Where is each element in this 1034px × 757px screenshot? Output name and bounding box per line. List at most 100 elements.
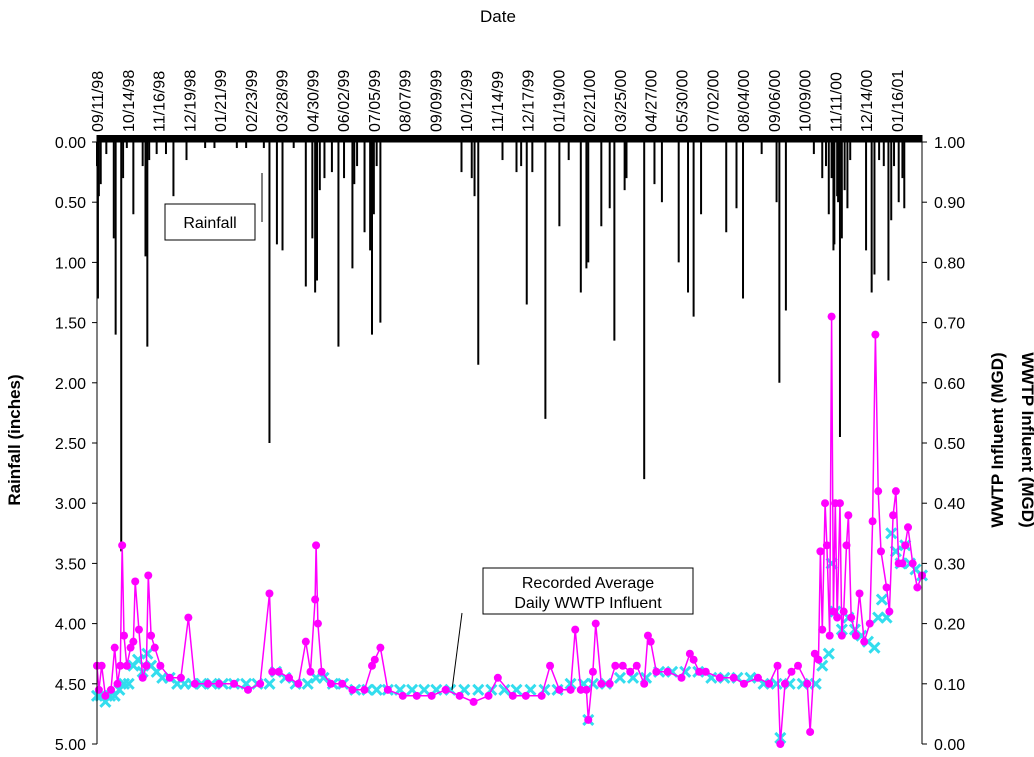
- influent-point: [729, 673, 738, 682]
- model-marker: [586, 677, 599, 690]
- influent-point: [493, 673, 502, 682]
- influent-point: [715, 673, 724, 682]
- influent-point: [904, 523, 913, 532]
- influent-point: [753, 673, 762, 682]
- right-axis-tick-label: 0.00: [934, 737, 965, 754]
- influent-point: [597, 679, 606, 688]
- influent-point: [370, 655, 379, 664]
- influent-point: [588, 667, 597, 676]
- influent-point: [94, 685, 103, 694]
- influent-point: [829, 607, 838, 616]
- influent-point: [860, 637, 869, 646]
- influent-point: [582, 685, 591, 694]
- model-marker-stroke: [705, 671, 718, 684]
- influent-point: [113, 679, 122, 688]
- x-axis-tick-label: 02/21/00: [582, 70, 599, 132]
- model-marker-stroke: [816, 659, 829, 672]
- influent-point: [215, 679, 224, 688]
- x-axis-tick-label: 03/25/00: [613, 70, 630, 132]
- influent-point: [794, 661, 803, 670]
- influent-point: [816, 547, 825, 556]
- influent-point: [889, 511, 898, 520]
- influent-point: [689, 655, 698, 664]
- influent-point: [184, 613, 193, 622]
- influent-point: [885, 607, 894, 616]
- influent-point: [147, 631, 156, 640]
- influent-point: [110, 643, 119, 652]
- model-marker-stroke: [757, 677, 770, 690]
- influent-point: [643, 631, 652, 640]
- model-marker-stroke: [317, 671, 330, 684]
- influent-point: [398, 691, 407, 700]
- influent-point: [312, 541, 321, 550]
- influent-point: [508, 691, 517, 700]
- x-axis-tick-label: 06/02/99: [336, 70, 353, 132]
- influent-point: [326, 679, 335, 688]
- influent-point: [821, 499, 830, 508]
- influent-point: [663, 667, 672, 676]
- influent-point: [150, 643, 159, 652]
- x-axis-tick-label: 09/06/00: [767, 70, 784, 132]
- model-marker-series: [90, 527, 929, 745]
- influent-point: [118, 541, 127, 550]
- influent-annotation: Recorded Average Daily WWTP Influent: [451, 567, 694, 691]
- model-marker-stroke: [301, 677, 314, 690]
- x-axis-tick-label: 08/07/99: [398, 70, 415, 132]
- axes: 0.00 0.50 1.00 1.50 2.00 2.50 3.00 3.50 4.00 4.50…: [55, 70, 965, 754]
- x-axis-tick-label: 05/30/00: [675, 70, 692, 132]
- model-marker: [301, 677, 314, 690]
- influent-point: [455, 691, 464, 700]
- influent-point: [285, 673, 294, 682]
- influent-annotation-box: [482, 567, 694, 615]
- influent-point: [265, 589, 274, 598]
- model-marker-stroke: [744, 671, 757, 684]
- model-marker-stroke: [613, 671, 627, 684]
- influent-point: [839, 607, 848, 616]
- influent-point: [120, 631, 129, 640]
- influent-point: [810, 649, 819, 658]
- influent-point: [695, 667, 704, 676]
- x-axis-tick-label: 08/04/00: [736, 70, 753, 132]
- influent-point: [865, 619, 874, 628]
- influent-point: [427, 691, 436, 700]
- influent-point: [131, 577, 140, 586]
- influent-point: [126, 643, 135, 652]
- influent-point: [833, 613, 842, 622]
- influent-point: [787, 667, 796, 676]
- influent-point: [306, 667, 315, 676]
- influent-point: [101, 691, 110, 700]
- left-axis-tick-label: 2.50: [55, 436, 86, 453]
- left-axis-tick-label: 1.00: [55, 255, 86, 272]
- influent-point: [294, 679, 303, 688]
- left-axis-tick-label: 0.50: [55, 195, 86, 212]
- top-axis-daily-ticks: [96, 135, 923, 142]
- right-axis-tick-label: 0.70: [934, 316, 965, 333]
- x-axis-tick-label: 10/09/00: [798, 70, 815, 132]
- model-marker: [263, 677, 276, 690]
- influent-point: [555, 685, 564, 694]
- model-marker-stroke: [626, 671, 640, 684]
- model-marker-stroke: [868, 641, 881, 654]
- x-axis-tick-label: 07/02/00: [705, 70, 722, 132]
- influent-point: [605, 679, 614, 688]
- x-axis-tick-label: 11/11/00: [828, 72, 845, 132]
- model-marker: [875, 593, 888, 606]
- influent-point: [156, 661, 165, 670]
- influent-point: [190, 679, 199, 688]
- rainfall-bars: [96, 142, 906, 552]
- influent-point: [646, 637, 655, 646]
- influent-point: [765, 679, 774, 688]
- influent-point: [203, 679, 212, 688]
- influent-point: [129, 637, 138, 646]
- influent-point: [268, 667, 277, 676]
- influent-line-series: [93, 312, 926, 748]
- model-marker-stroke: [875, 593, 888, 606]
- right-axis-tick-label: 0.50: [934, 436, 965, 453]
- influent-point: [566, 685, 575, 694]
- influent-point: [165, 673, 174, 682]
- model-marker-stroke: [418, 683, 431, 696]
- right-axis-tick-label: 0.80: [934, 255, 965, 272]
- influent-point: [144, 571, 153, 580]
- influent-annotation-leader: [451, 612, 463, 691]
